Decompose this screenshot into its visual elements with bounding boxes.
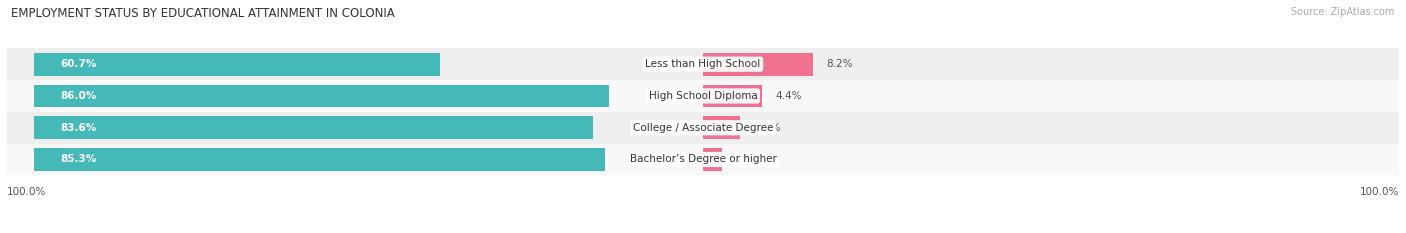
Text: 2.8%: 2.8%: [754, 123, 780, 133]
Bar: [34, 116, 593, 139]
Bar: [7, 144, 1399, 175]
Bar: [703, 148, 721, 171]
Bar: [7, 48, 1399, 80]
Text: High School Diploma: High School Diploma: [648, 91, 758, 101]
Text: Bachelor’s Degree or higher: Bachelor’s Degree or higher: [630, 154, 776, 164]
Text: 85.3%: 85.3%: [60, 154, 97, 164]
Text: 8.2%: 8.2%: [827, 59, 852, 69]
Bar: [703, 85, 762, 107]
Text: Less than High School: Less than High School: [645, 59, 761, 69]
Text: 86.0%: 86.0%: [60, 91, 97, 101]
Bar: [34, 53, 440, 76]
Bar: [7, 112, 1399, 144]
Text: 100.0%: 100.0%: [1360, 186, 1399, 196]
Text: 1.4%: 1.4%: [735, 154, 762, 164]
Text: 83.6%: 83.6%: [60, 123, 97, 133]
Text: 4.4%: 4.4%: [775, 91, 801, 101]
Bar: [34, 85, 609, 107]
Bar: [703, 53, 813, 76]
Text: EMPLOYMENT STATUS BY EDUCATIONAL ATTAINMENT IN COLONIA: EMPLOYMENT STATUS BY EDUCATIONAL ATTAINM…: [11, 7, 395, 20]
Bar: [703, 116, 741, 139]
Text: 60.7%: 60.7%: [60, 59, 97, 69]
Text: Source: ZipAtlas.com: Source: ZipAtlas.com: [1291, 7, 1395, 17]
Text: College / Associate Degree: College / Associate Degree: [633, 123, 773, 133]
Bar: [7, 80, 1399, 112]
Text: 100.0%: 100.0%: [7, 186, 46, 196]
Bar: [34, 148, 605, 171]
